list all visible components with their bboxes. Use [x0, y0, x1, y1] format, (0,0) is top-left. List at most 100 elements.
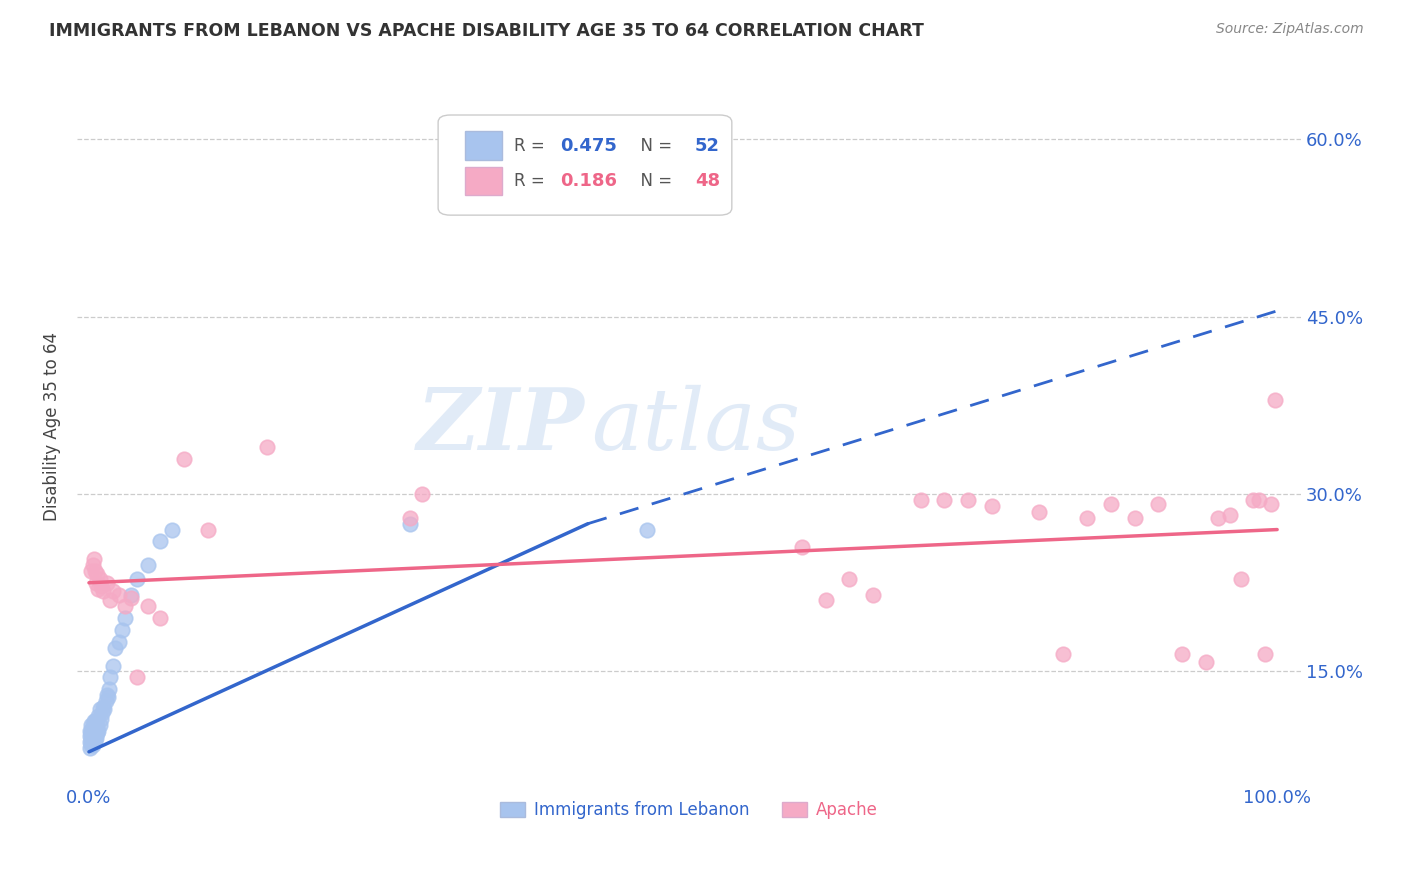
- Point: [84, 575, 107, 590]
- Text: R =: R =: [515, 136, 550, 155]
- Point: [107, 635, 129, 649]
- Text: N =: N =: [630, 136, 678, 155]
- Text: 48: 48: [695, 172, 720, 190]
- Point: [84, 728, 107, 742]
- Point: [86, 726, 108, 740]
- Point: [107, 588, 129, 602]
- Point: [80, 728, 103, 742]
- Point: [91, 706, 114, 720]
- Legend: Immigrants from Lebanon, Apache: Immigrants from Lebanon, Apache: [494, 794, 884, 825]
- Point: [84, 733, 107, 747]
- Point: [79, 735, 101, 749]
- Point: [173, 451, 195, 466]
- Point: [138, 558, 160, 572]
- Point: [80, 738, 103, 752]
- Point: [910, 493, 932, 508]
- Point: [84, 564, 107, 578]
- Text: N =: N =: [630, 172, 678, 190]
- Point: [636, 523, 658, 537]
- Text: 52: 52: [695, 136, 720, 155]
- Point: [96, 688, 118, 702]
- Point: [87, 723, 110, 738]
- Point: [83, 731, 105, 745]
- Point: [398, 510, 420, 524]
- Point: [86, 719, 108, 733]
- Point: [398, 516, 420, 531]
- Point: [82, 733, 104, 747]
- Point: [411, 487, 433, 501]
- Text: 0.186: 0.186: [561, 172, 617, 190]
- Bar: [465, 167, 502, 195]
- Point: [86, 567, 108, 582]
- Point: [1241, 493, 1264, 508]
- Point: [111, 623, 134, 637]
- Point: [101, 658, 124, 673]
- Point: [838, 572, 860, 586]
- Point: [89, 572, 111, 586]
- Text: Source: ZipAtlas.com: Source: ZipAtlas.com: [1216, 22, 1364, 37]
- Point: [80, 733, 103, 747]
- Point: [104, 640, 127, 655]
- Point: [120, 588, 142, 602]
- Point: [1052, 647, 1074, 661]
- Text: R =: R =: [515, 172, 550, 190]
- Text: 0.475: 0.475: [561, 136, 617, 155]
- Point: [94, 694, 117, 708]
- Point: [82, 723, 104, 738]
- Point: [149, 534, 172, 549]
- Point: [87, 582, 110, 596]
- Y-axis label: Disability Age 35 to 64: Disability Age 35 to 64: [44, 332, 60, 521]
- Text: atlas: atlas: [591, 384, 800, 467]
- Point: [83, 723, 105, 738]
- Point: [84, 721, 107, 735]
- Text: ZIP: ZIP: [418, 384, 585, 468]
- Point: [125, 572, 148, 586]
- Point: [149, 611, 172, 625]
- Bar: [465, 131, 502, 160]
- Point: [98, 593, 121, 607]
- Point: [79, 741, 101, 756]
- Point: [114, 611, 136, 625]
- Point: [84, 714, 107, 728]
- Text: IMMIGRANTS FROM LEBANON VS APACHE DISABILITY AGE 35 TO 64 CORRELATION CHART: IMMIGRANTS FROM LEBANON VS APACHE DISABI…: [49, 22, 924, 40]
- Point: [98, 682, 121, 697]
- Point: [125, 670, 148, 684]
- Point: [1249, 493, 1271, 508]
- Point: [89, 717, 111, 731]
- Point: [84, 714, 107, 728]
- Point: [1264, 392, 1286, 407]
- Point: [80, 717, 103, 731]
- Point: [1123, 510, 1146, 524]
- Point: [83, 735, 105, 749]
- Point: [1028, 505, 1050, 519]
- Point: [957, 493, 980, 508]
- Point: [84, 723, 107, 738]
- Point: [82, 717, 104, 731]
- Point: [1147, 497, 1170, 511]
- Point: [197, 523, 219, 537]
- Point: [97, 690, 120, 705]
- Point: [83, 552, 105, 566]
- Point: [1219, 508, 1241, 523]
- Point: [80, 723, 103, 738]
- Point: [256, 440, 278, 454]
- Point: [790, 541, 813, 555]
- Point: [1195, 655, 1218, 669]
- Point: [1171, 647, 1194, 661]
- Point: [84, 731, 107, 745]
- Point: [80, 564, 103, 578]
- Point: [114, 599, 136, 614]
- Point: [1099, 497, 1122, 511]
- Point: [96, 575, 118, 590]
- Point: [90, 579, 112, 593]
- Point: [90, 712, 112, 726]
- Point: [91, 699, 114, 714]
- Point: [89, 702, 111, 716]
- Point: [82, 738, 104, 752]
- Point: [82, 558, 104, 572]
- Point: [1254, 647, 1277, 661]
- Point: [79, 723, 101, 738]
- Point: [101, 584, 124, 599]
- Point: [83, 714, 105, 728]
- Point: [862, 588, 884, 602]
